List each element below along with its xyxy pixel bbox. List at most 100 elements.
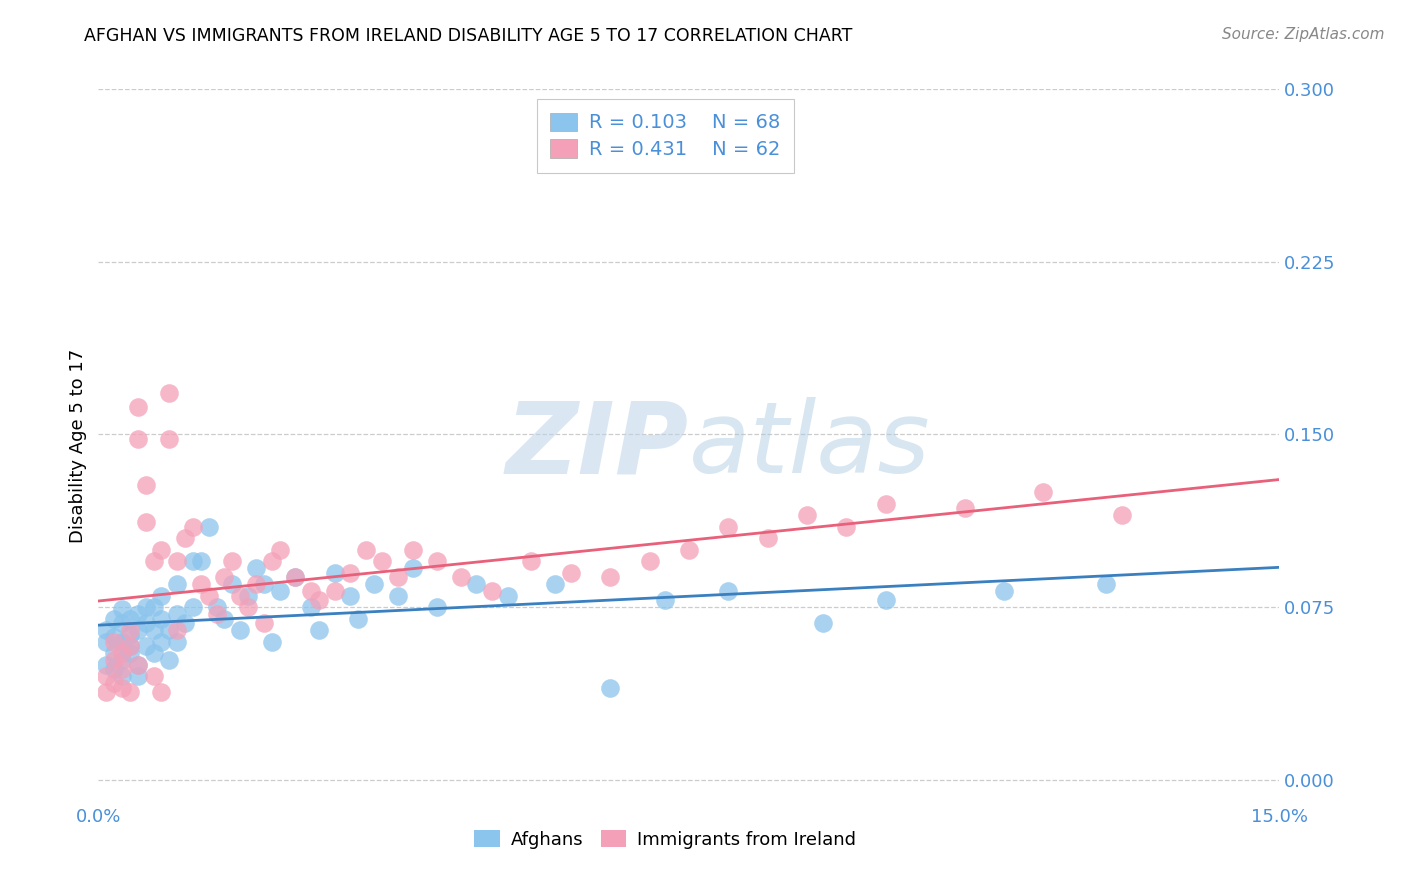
Point [387,570,409,584]
Point [339,589,361,603]
Point [308,593,330,607]
Point [118,612,141,626]
Point [197,519,219,533]
Point [236,589,259,603]
Point [135,515,157,529]
Point [245,561,267,575]
Point [1095,577,1118,591]
Point [363,577,385,591]
Point [221,554,243,568]
Point [190,577,212,591]
Point [111,662,134,676]
Point [118,623,141,637]
Point [544,577,567,591]
Point [465,577,488,591]
Point [260,554,283,568]
Point [166,577,188,591]
Point [103,653,125,667]
Point [190,554,212,568]
Point [118,640,141,654]
Point [142,623,165,637]
Point [426,554,449,568]
Point [157,653,180,667]
Point [142,554,165,568]
Point [103,676,125,690]
Point [111,646,134,660]
Point [796,508,818,522]
Point [875,497,897,511]
Point [756,531,779,545]
Point [166,607,188,621]
Point [127,669,149,683]
Point [221,577,243,591]
Point [166,623,188,637]
Point [323,584,346,599]
Point [127,657,149,672]
Point [142,669,165,683]
Point [127,623,149,637]
Point [284,570,307,584]
Point [118,685,141,699]
Point [402,542,425,557]
Legend: Afghans, Immigrants from Ireland: Afghans, Immigrants from Ireland [465,822,865,858]
Point [96,669,118,683]
Point [371,554,394,568]
Point [284,570,307,584]
Point [135,640,157,654]
Point [496,589,519,603]
Point [150,685,173,699]
Point [253,577,276,591]
Point [953,501,976,516]
Point [214,570,236,584]
Point [135,600,157,615]
Point [269,542,291,557]
Text: AFGHAN VS IMMIGRANTS FROM IRELAND DISABILITY AGE 5 TO 17 CORRELATION CHART: AFGHAN VS IMMIGRANTS FROM IRELAND DISABI… [84,27,852,45]
Point [450,570,472,584]
Point [678,542,700,557]
Point [520,554,543,568]
Point [835,519,858,533]
Point [253,616,276,631]
Point [150,612,173,626]
Point [402,561,425,575]
Point [135,478,157,492]
Point [111,616,134,631]
Point [166,634,188,648]
Point [103,612,125,626]
Point [103,662,125,676]
Point [339,566,361,580]
Point [157,432,180,446]
Point [308,623,330,637]
Point [127,400,149,414]
Point [347,612,370,626]
Point [111,681,134,695]
Point [214,612,236,626]
Point [387,589,409,603]
Point [560,566,582,580]
Point [269,584,291,599]
Point [205,607,228,621]
Text: atlas: atlas [689,398,931,494]
Point [245,577,267,591]
Point [875,593,897,607]
Point [299,584,322,599]
Point [481,584,503,599]
Point [354,542,377,557]
Point [654,593,676,607]
Point [197,589,219,603]
Point [111,634,134,648]
Point [426,600,449,615]
Point [1032,485,1054,500]
Point [96,685,118,699]
Point [1111,508,1133,522]
Point [96,623,118,637]
Text: Source: ZipAtlas.com: Source: ZipAtlas.com [1222,27,1385,42]
Point [299,600,322,615]
Point [181,519,204,533]
Point [127,432,149,446]
Point [157,623,180,637]
Point [127,607,149,621]
Point [150,589,173,603]
Point [142,646,165,660]
Point [127,657,149,672]
